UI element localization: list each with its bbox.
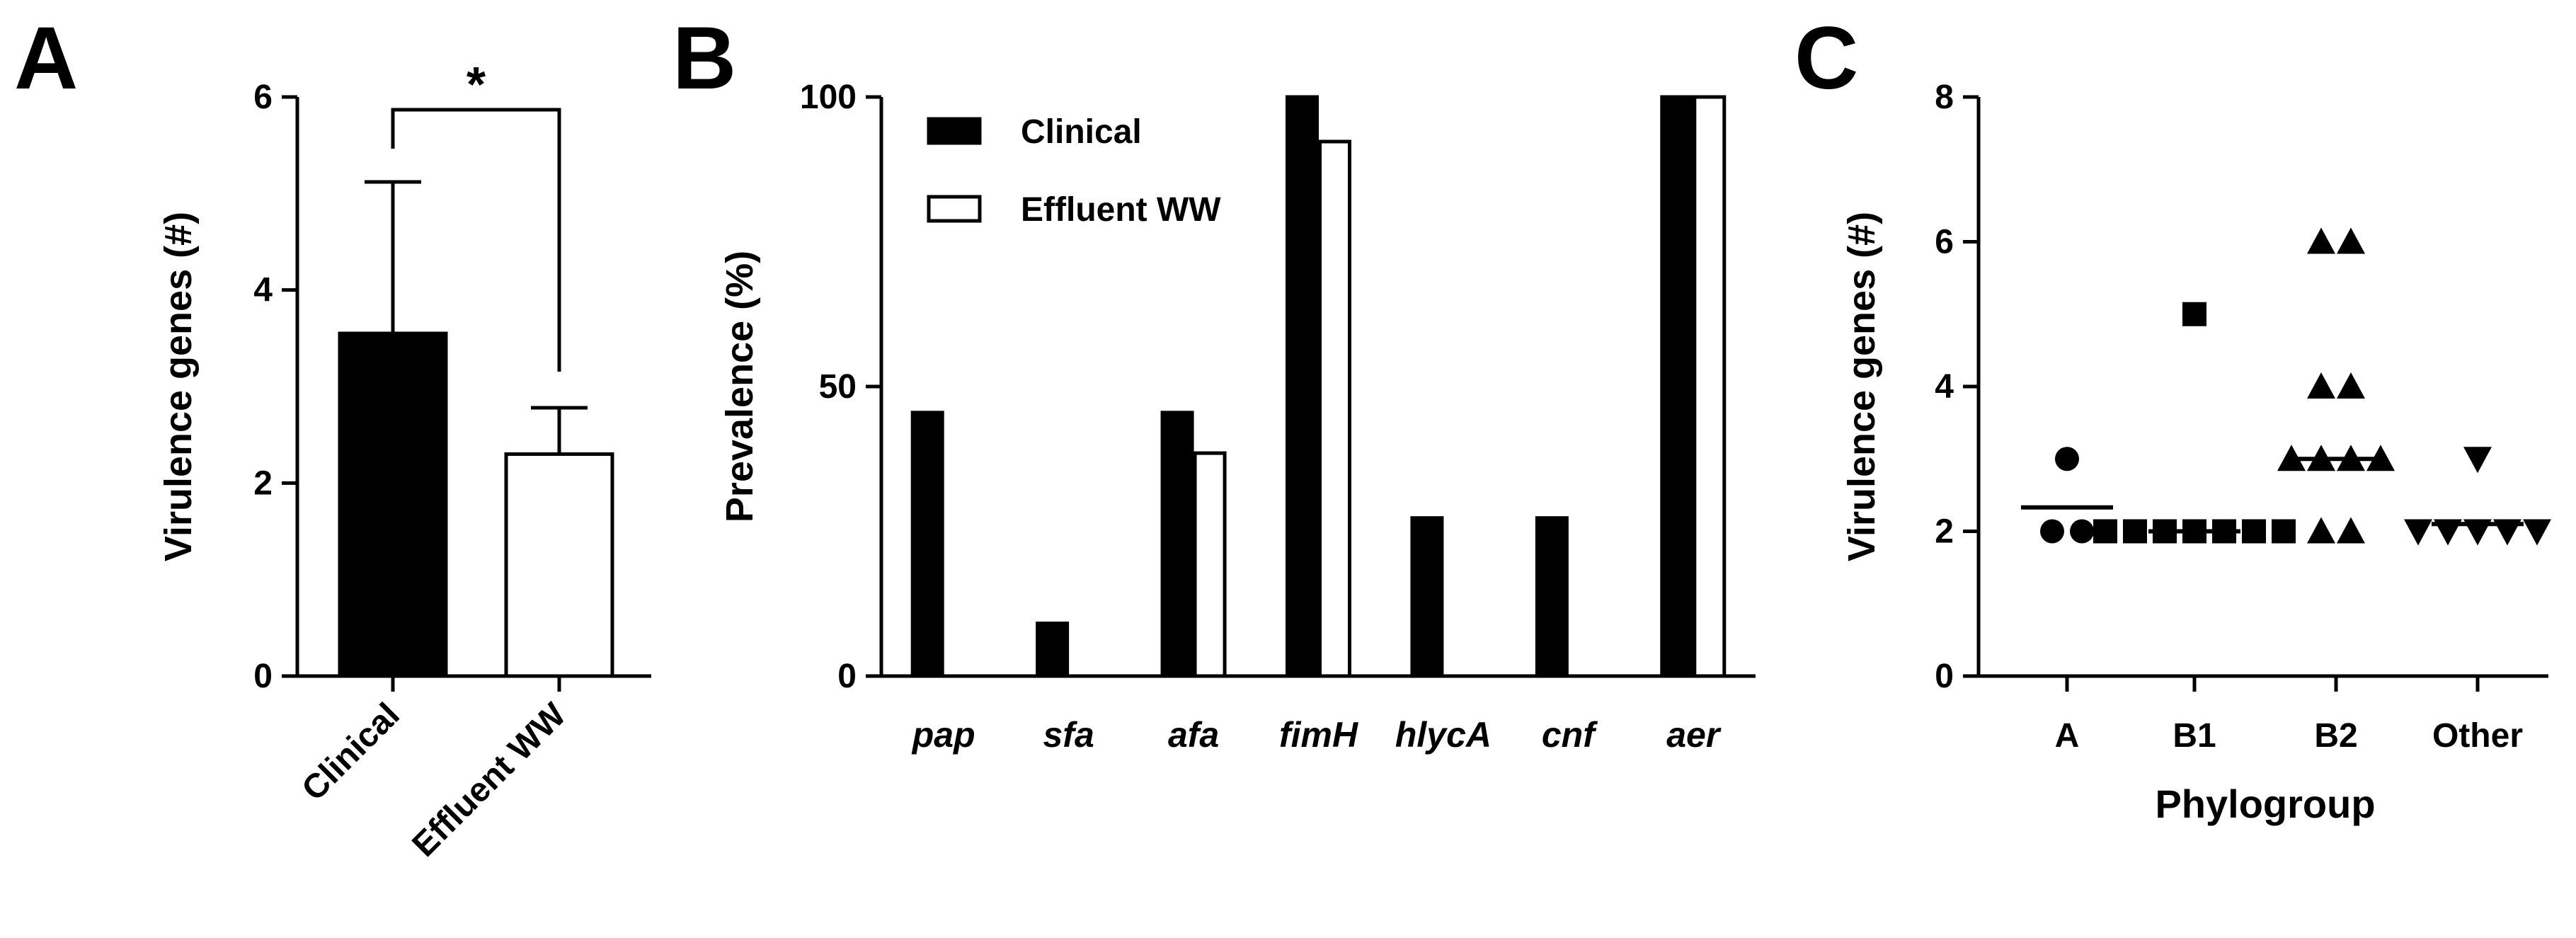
- panel-label-c: C: [1794, 9, 1858, 108]
- panel-label-a: A: [14, 9, 78, 108]
- y-tick-label: 6: [253, 79, 273, 116]
- data-point: [2337, 372, 2365, 399]
- bar: [1535, 516, 1569, 678]
- panel-c-chart: 0 2 4 6 8 Virulence genes (#) Phylogroup A B1 B2 O…: [1841, 79, 2551, 826]
- y-tick-label: 50: [819, 368, 857, 406]
- y-tick-label: 4: [253, 272, 273, 309]
- data-point: [2337, 227, 2365, 254]
- data-point: [2307, 517, 2335, 544]
- legend-label: Effluent WW: [1021, 191, 1221, 229]
- x-tick-label: A: [2055, 717, 2080, 755]
- data-point: [2123, 519, 2147, 544]
- data-point: [2523, 519, 2551, 546]
- data-point: [2055, 447, 2079, 471]
- y-tick-label: 2: [1935, 513, 1954, 551]
- panel-label-b: B: [672, 9, 736, 108]
- data-point: [2040, 519, 2064, 544]
- data-point: [2307, 227, 2335, 254]
- significance-bracket: [391, 108, 561, 372]
- x-tick-label: Clinical: [295, 696, 407, 808]
- bar: [1410, 516, 1444, 678]
- panel-b-chart: 0 50 100 Prevalence (%) pap sfa afa fimH hlycA cn…: [719, 79, 1756, 755]
- legend-label: Clinical: [1021, 113, 1142, 151]
- x-tick-label: sfa: [1043, 715, 1094, 755]
- x-axis-label: Phylogroup: [2155, 782, 2375, 826]
- legend-swatch: [927, 195, 982, 223]
- x-tick-label: Other: [2432, 717, 2523, 755]
- x-tick-label: hlycA: [1395, 715, 1492, 755]
- bar: [338, 331, 448, 678]
- bar: [1160, 411, 1194, 678]
- data-point: [2093, 519, 2117, 544]
- data-point: [2337, 517, 2365, 544]
- panel-a-chart: 0 2 4 6 Virulence genes (#) ClinicalEffluent …: [157, 57, 651, 864]
- significance-marker: *: [466, 57, 486, 112]
- x-tick-label: B1: [2173, 717, 2216, 755]
- bar: [1318, 139, 1351, 678]
- y-tick-label: 100: [800, 79, 857, 116]
- data-point: [2182, 302, 2206, 326]
- y-tick-label: 0: [253, 658, 273, 695]
- y-tick-label: 2: [253, 464, 273, 502]
- data-point: [2070, 519, 2094, 544]
- bar: [1286, 95, 1319, 678]
- x-tick-label: afa: [1168, 715, 1219, 755]
- data-point: [2404, 519, 2432, 546]
- x-tick-label: fimH: [1279, 715, 1358, 755]
- y-tick-label: 6: [1935, 224, 1954, 261]
- y-tick-label: 0: [837, 658, 857, 695]
- bar: [910, 411, 944, 678]
- bar: [1693, 95, 1727, 678]
- y-axis-label: Virulence genes (#): [157, 212, 200, 561]
- y-tick-label: 0: [1935, 658, 1954, 695]
- y-tick-label: 8: [1935, 79, 1954, 116]
- x-tick-label: Effluent WW: [405, 696, 573, 864]
- x-tick-label: B2: [2314, 717, 2357, 755]
- x-tick-label: pap: [911, 715, 975, 755]
- data-point: [2272, 519, 2296, 544]
- y-axis-label: Prevalence (%): [719, 251, 761, 522]
- data-point: [2307, 372, 2335, 399]
- y-tick-label: 4: [1935, 368, 1954, 406]
- x-tick-label: aer: [1666, 715, 1722, 755]
- bar: [504, 452, 614, 678]
- data-point: [2242, 519, 2266, 544]
- y-axis-label: Virulence genes (#): [1841, 212, 1883, 561]
- bar: [1193, 451, 1227, 678]
- legend-swatch: [927, 117, 982, 145]
- data-point: [2463, 447, 2492, 474]
- x-tick-label: cnf: [1542, 715, 1598, 755]
- bar: [1660, 95, 1694, 678]
- bar: [1036, 622, 1070, 678]
